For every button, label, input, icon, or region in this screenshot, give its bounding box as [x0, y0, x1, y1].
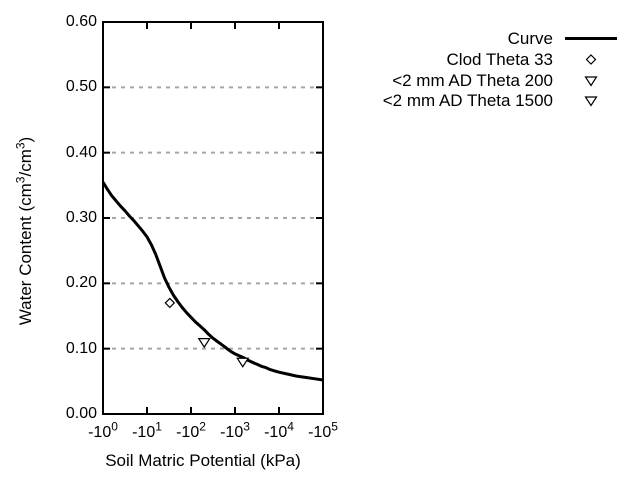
x-tick-label-10e5: -105 [293, 419, 353, 444]
x-tick-base: -10 [88, 424, 112, 441]
y-axis-title-text: /cm [16, 149, 35, 177]
x-tick-base: -10 [308, 424, 332, 441]
y-axis-title-text: ) [16, 136, 35, 143]
legend-diamond-icon [560, 49, 622, 70]
legend-line-sample-icon [560, 28, 622, 49]
legend-label: <2 mm AD Theta 1500 [382, 90, 553, 110]
x-tick-label-10e4: -104 [249, 419, 309, 444]
y-axis-title-superscript: 3 [13, 142, 28, 150]
y-tick-label-0.60: 0.60 [65, 13, 97, 30]
x-tick-exponent: 0 [111, 419, 118, 434]
x-tick-label-10e3: -103 [205, 419, 265, 444]
legend-label: Clod Theta 33 [446, 49, 553, 69]
legend-marker [585, 53, 597, 65]
legend-marker [584, 95, 598, 107]
x-tick-exponent: 1 [155, 419, 162, 434]
legend-label: <2 mm AD Theta 200 [392, 70, 553, 90]
x-tick-label-10e0: -100 [73, 419, 133, 444]
y-tick-label-0.20: 0.20 [65, 274, 97, 292]
y-tick-label-0.00: 0.00 [65, 405, 97, 422]
y-axis-title: Water Content (cm3/cm3) [13, 101, 38, 361]
marker--2-mm-ad-theta-200 [197, 338, 211, 349]
x-tick-base: -10 [220, 424, 244, 441]
series-curve-line [101, 181, 324, 382]
y-tick-label-0.50: 0.50 [65, 78, 97, 96]
x-tick-base: -10 [264, 424, 288, 441]
legend-triangle-down-icon [560, 70, 622, 91]
legend-marker [584, 75, 598, 87]
legend-label: Curve [507, 28, 553, 48]
legend-triangle-down-icon [560, 90, 622, 111]
x-tick-label-10e1: -101 [117, 419, 177, 444]
y-tick-label-0.10: 0.10 [65, 339, 97, 357]
marker--2-mm-ad-theta-1500 [236, 357, 250, 368]
x-tick-base: -10 [176, 424, 200, 441]
y-axis-title-superscript: 3 [13, 176, 28, 184]
x-tick-exponent: 4 [287, 419, 294, 434]
legend-item--2-mm-ad-theta-200: <2 mm AD Theta 200 [330, 70, 622, 91]
y-axis-title-text: Water Content (cm [16, 183, 35, 326]
legend-item--2-mm-ad-theta-1500: <2 mm AD Theta 1500 [330, 90, 622, 111]
x-tick-label-10e2: -102 [161, 419, 221, 444]
x-tick-exponent: 2 [199, 419, 206, 434]
x-tick-exponent: 3 [243, 419, 250, 434]
legend: Curve Clod Theta 33 <2 mm AD Theta 200 <2 m… [330, 0, 630, 120]
legend-item-curve: Curve [330, 28, 622, 49]
y-tick-label-0.30: 0.30 [65, 209, 97, 226]
legend-item-clod-theta-33: Clod Theta 33 [330, 49, 622, 70]
y-tick-label-0.40: 0.40 [65, 143, 97, 161]
x-tick-base: -10 [132, 424, 156, 441]
marker-clod-theta-33 [164, 297, 176, 309]
x-tick-exponent: 5 [331, 419, 338, 434]
x-axis-title: Soil Matric Potential (kPa) [105, 451, 301, 470]
